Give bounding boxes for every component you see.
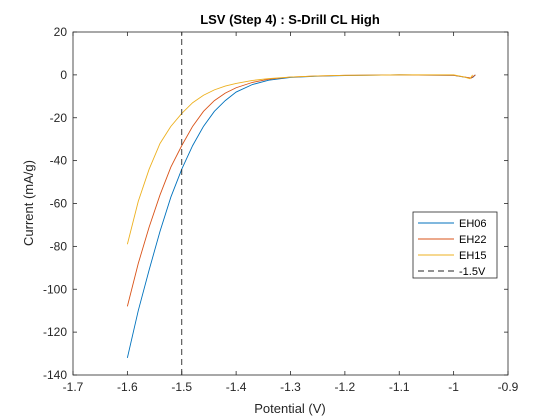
y-tick-label: -40 bbox=[50, 154, 68, 168]
x-tick-label: -1.1 bbox=[389, 380, 410, 394]
y-tick-label: -60 bbox=[50, 197, 68, 211]
x-axis-ticks: -1.7 -1.6 -1.5 -1.4 -1.3 -1.2 -1.1 -1 -0.9 bbox=[63, 32, 519, 394]
y-tick-label: -20 bbox=[50, 111, 68, 125]
x-tick-label: -0.9 bbox=[498, 380, 519, 394]
y-tick-label: 0 bbox=[60, 68, 67, 82]
y-tick-label: -100 bbox=[43, 282, 67, 296]
y-tick-label: -80 bbox=[50, 239, 68, 253]
legend-label-eh06: EH06 bbox=[459, 218, 487, 230]
x-tick-label: -1.4 bbox=[226, 380, 247, 394]
legend-label-1-5v: -1.5V bbox=[459, 266, 486, 278]
y-axis-ticks: -140 -120 -100 -80 -60 -40 -20 0 20 bbox=[43, 25, 508, 382]
chart-title: LSV (Step 4) : S-Drill CL High bbox=[200, 12, 380, 27]
series-layer bbox=[126, 32, 476, 375]
series-line-eh15 bbox=[126, 74, 474, 245]
x-tick-label: -1.2 bbox=[335, 380, 356, 394]
plot-background bbox=[73, 32, 508, 375]
y-tick-label: 20 bbox=[54, 25, 68, 39]
x-tick-label: -1 bbox=[448, 380, 459, 394]
x-axis-label: Potential (V) bbox=[254, 401, 326, 416]
plot-area bbox=[72, 31, 509, 376]
y-axis-label: Current (mA/g) bbox=[21, 160, 36, 246]
y-tick-label: -120 bbox=[43, 325, 67, 339]
x-tick-label: -1.6 bbox=[117, 380, 138, 394]
legend: EH06 EH22 EH15 -1.5V bbox=[412, 211, 498, 279]
x-tick-label: -1.7 bbox=[63, 380, 84, 394]
legend-label-eh22: EH22 bbox=[459, 234, 487, 246]
x-tick-label: -1.5 bbox=[171, 380, 192, 394]
x-tick-label: -1.3 bbox=[280, 380, 301, 394]
legend-items: EH06 EH22 EH15 -1.5V bbox=[418, 218, 487, 278]
legend-label-eh15: EH15 bbox=[459, 250, 487, 262]
y-tick-label: -140 bbox=[43, 368, 67, 382]
